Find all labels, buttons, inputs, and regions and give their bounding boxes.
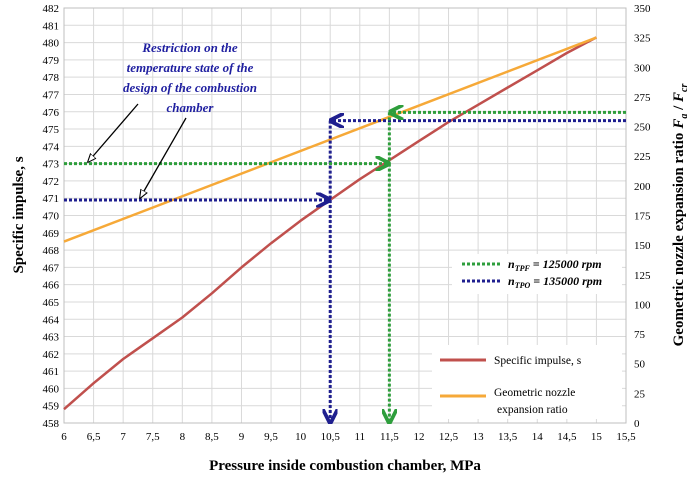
x-tick-label: 7 — [120, 431, 126, 443]
y2-tick-label: 75 — [634, 329, 646, 341]
y-tick-label: 469 — [43, 228, 60, 240]
y-tick-label: 476 — [43, 107, 60, 119]
y-tick-label: 462 — [43, 349, 60, 361]
y-tick-label: 481 — [43, 20, 60, 32]
series-line-expansion-ratio — [63, 36, 597, 243]
y2-tick-label: 275 — [634, 92, 651, 104]
legend-box — [432, 345, 622, 419]
y2-tick-label: 250 — [634, 122, 651, 134]
y2-tick-label: 150 — [634, 240, 651, 252]
x-tick-labels: 6 6,5 7 7,5 8 8,5 9 9,5 10 10,5 11 11,5 12 12,5 13 13,5… — [61, 431, 636, 443]
y-tick-label: 463 — [43, 332, 60, 344]
x-tick-label: 14,5 — [557, 431, 577, 443]
x-tick-label: 12 — [413, 431, 424, 443]
x-tick-label: 12,5 — [439, 431, 459, 443]
y-tick-label: 478 — [43, 72, 60, 84]
y-tick-label: 471 — [43, 193, 60, 205]
x-tick-label: 6,5 — [87, 431, 101, 443]
y2-axis-title: Geometric nozzle expansion ratio Fa / Fcr — [671, 84, 690, 347]
y-tick-label: 479 — [43, 55, 60, 67]
x-tick-label: 15,5 — [616, 431, 636, 443]
y-tick-label: 466 — [43, 280, 60, 292]
y2-tick-label: 325 — [634, 33, 651, 45]
legend-label-ratio-1: Geometric nozzle — [494, 387, 575, 399]
annotation-arrow-1 — [88, 103, 139, 162]
rpm-sub-tpf: TPF — [515, 264, 531, 273]
y2-tick-label: 25 — [634, 388, 646, 400]
y-tick-label: 460 — [43, 383, 60, 395]
legend: Specific impulse, s Geometric nozzle exp… — [432, 345, 622, 419]
rpm-legend-box — [452, 254, 622, 294]
y2-tick-label: 350 — [634, 3, 651, 15]
y-tick-label: 472 — [43, 176, 60, 188]
rpm-legend: nTPF = 125000 rpm nTPO = 135000 rpm — [452, 254, 622, 294]
y2-tick-label: 0 — [634, 418, 640, 430]
annotation-line-1: Restriction on the — [141, 40, 238, 55]
x-tick-label: 15 — [591, 431, 603, 443]
rpm-n-tpf: n — [508, 257, 515, 271]
y2-axis-title-text: Geometric nozzle expansion ratio — [671, 133, 687, 347]
x-tick-label: 9,5 — [264, 431, 278, 443]
y-tick-label: 464 — [43, 314, 60, 326]
y2-symbol-a: a — [679, 114, 690, 119]
y-tick-label: 480 — [43, 38, 60, 50]
y2-symbol-F2: F — [671, 92, 687, 103]
y-tick-label: 482 — [43, 3, 60, 15]
x-tick-label: 9 — [239, 431, 245, 443]
y-tick-label: 459 — [43, 401, 60, 413]
y-tick-label: 467 — [43, 262, 60, 274]
y2-tick-labels: 0 25 50 75 100 125 150 175 200 225 250 275 300 325 350 — [634, 3, 651, 430]
y2-tick-label: 300 — [634, 62, 651, 74]
rpm-value-tpf: = 125000 rpm — [530, 257, 602, 271]
x-tick-label: 13 — [473, 431, 485, 443]
x-tick-label: 11,5 — [380, 431, 399, 443]
x-tick-label: 8 — [180, 431, 186, 443]
x-tick-label: 10 — [295, 431, 307, 443]
y2-tick-label: 100 — [634, 299, 651, 311]
annotation-arrow-2 — [140, 117, 187, 198]
y-tick-labels: 458 459 460 461 462 463 464 465 466 467 468 469 470 4… — [43, 3, 60, 430]
legend-label-ratio-2: expansion ratio — [497, 404, 568, 416]
restriction-guides — [64, 112, 626, 421]
rpm-value-tpo: = 135000 rpm — [530, 274, 602, 288]
annotation-line-2: temperature state of the — [127, 60, 254, 75]
x-tick-label: 10,5 — [321, 431, 341, 443]
plot-frame — [63, 7, 627, 424]
y-axis-title: Specific impulse, s — [11, 156, 27, 273]
y2-tick-label: 50 — [634, 359, 646, 371]
rpm-legend-label-tpf: nTPF = 125000 rpm — [508, 257, 602, 273]
rpm-n-tpo: n — [508, 274, 515, 288]
y2-tick-label: 225 — [634, 151, 651, 163]
y-tick-label: 465 — [43, 297, 60, 309]
y-tick-label: 470 — [43, 211, 60, 223]
y2-symbol-slash: / — [671, 102, 687, 114]
annotation-line-3: design of the combustion — [123, 80, 257, 95]
x-tick-label: 6 — [61, 431, 67, 443]
x-tick-label: 13,5 — [498, 431, 518, 443]
annotation: Restriction on the temperature state of … — [88, 40, 257, 198]
y2-tick-label: 175 — [634, 211, 651, 223]
y-tick-label: 477 — [43, 89, 60, 101]
y-tick-label: 474 — [43, 141, 60, 153]
x-axis-title: Pressure inside combustion chamber, MPa — [209, 458, 481, 474]
annotation-line-4: chamber — [167, 100, 215, 115]
y-tick-label: 458 — [43, 418, 60, 430]
y-tick-label: 461 — [43, 366, 60, 378]
x-tick-label: 14 — [532, 431, 544, 443]
rpm-legend-label-tpo: nTPO = 135000 rpm — [508, 274, 602, 290]
y-tick-label: 475 — [43, 124, 60, 136]
x-tick-label: 7,5 — [146, 431, 160, 443]
x-tick-label: 11 — [354, 431, 365, 443]
y-tick-label: 468 — [43, 245, 60, 257]
rpm-sub-tpo: TPO — [515, 281, 531, 290]
y2-symbol-F1: F — [671, 119, 687, 130]
y-tick-label: 473 — [43, 159, 60, 171]
y2-tick-label: 200 — [634, 181, 651, 193]
y2-symbol-cr: cr — [679, 84, 690, 92]
y2-tick-label: 125 — [634, 270, 651, 282]
legend-label-impulse: Specific impulse, s — [494, 355, 582, 367]
x-tick-label: 8,5 — [205, 431, 219, 443]
